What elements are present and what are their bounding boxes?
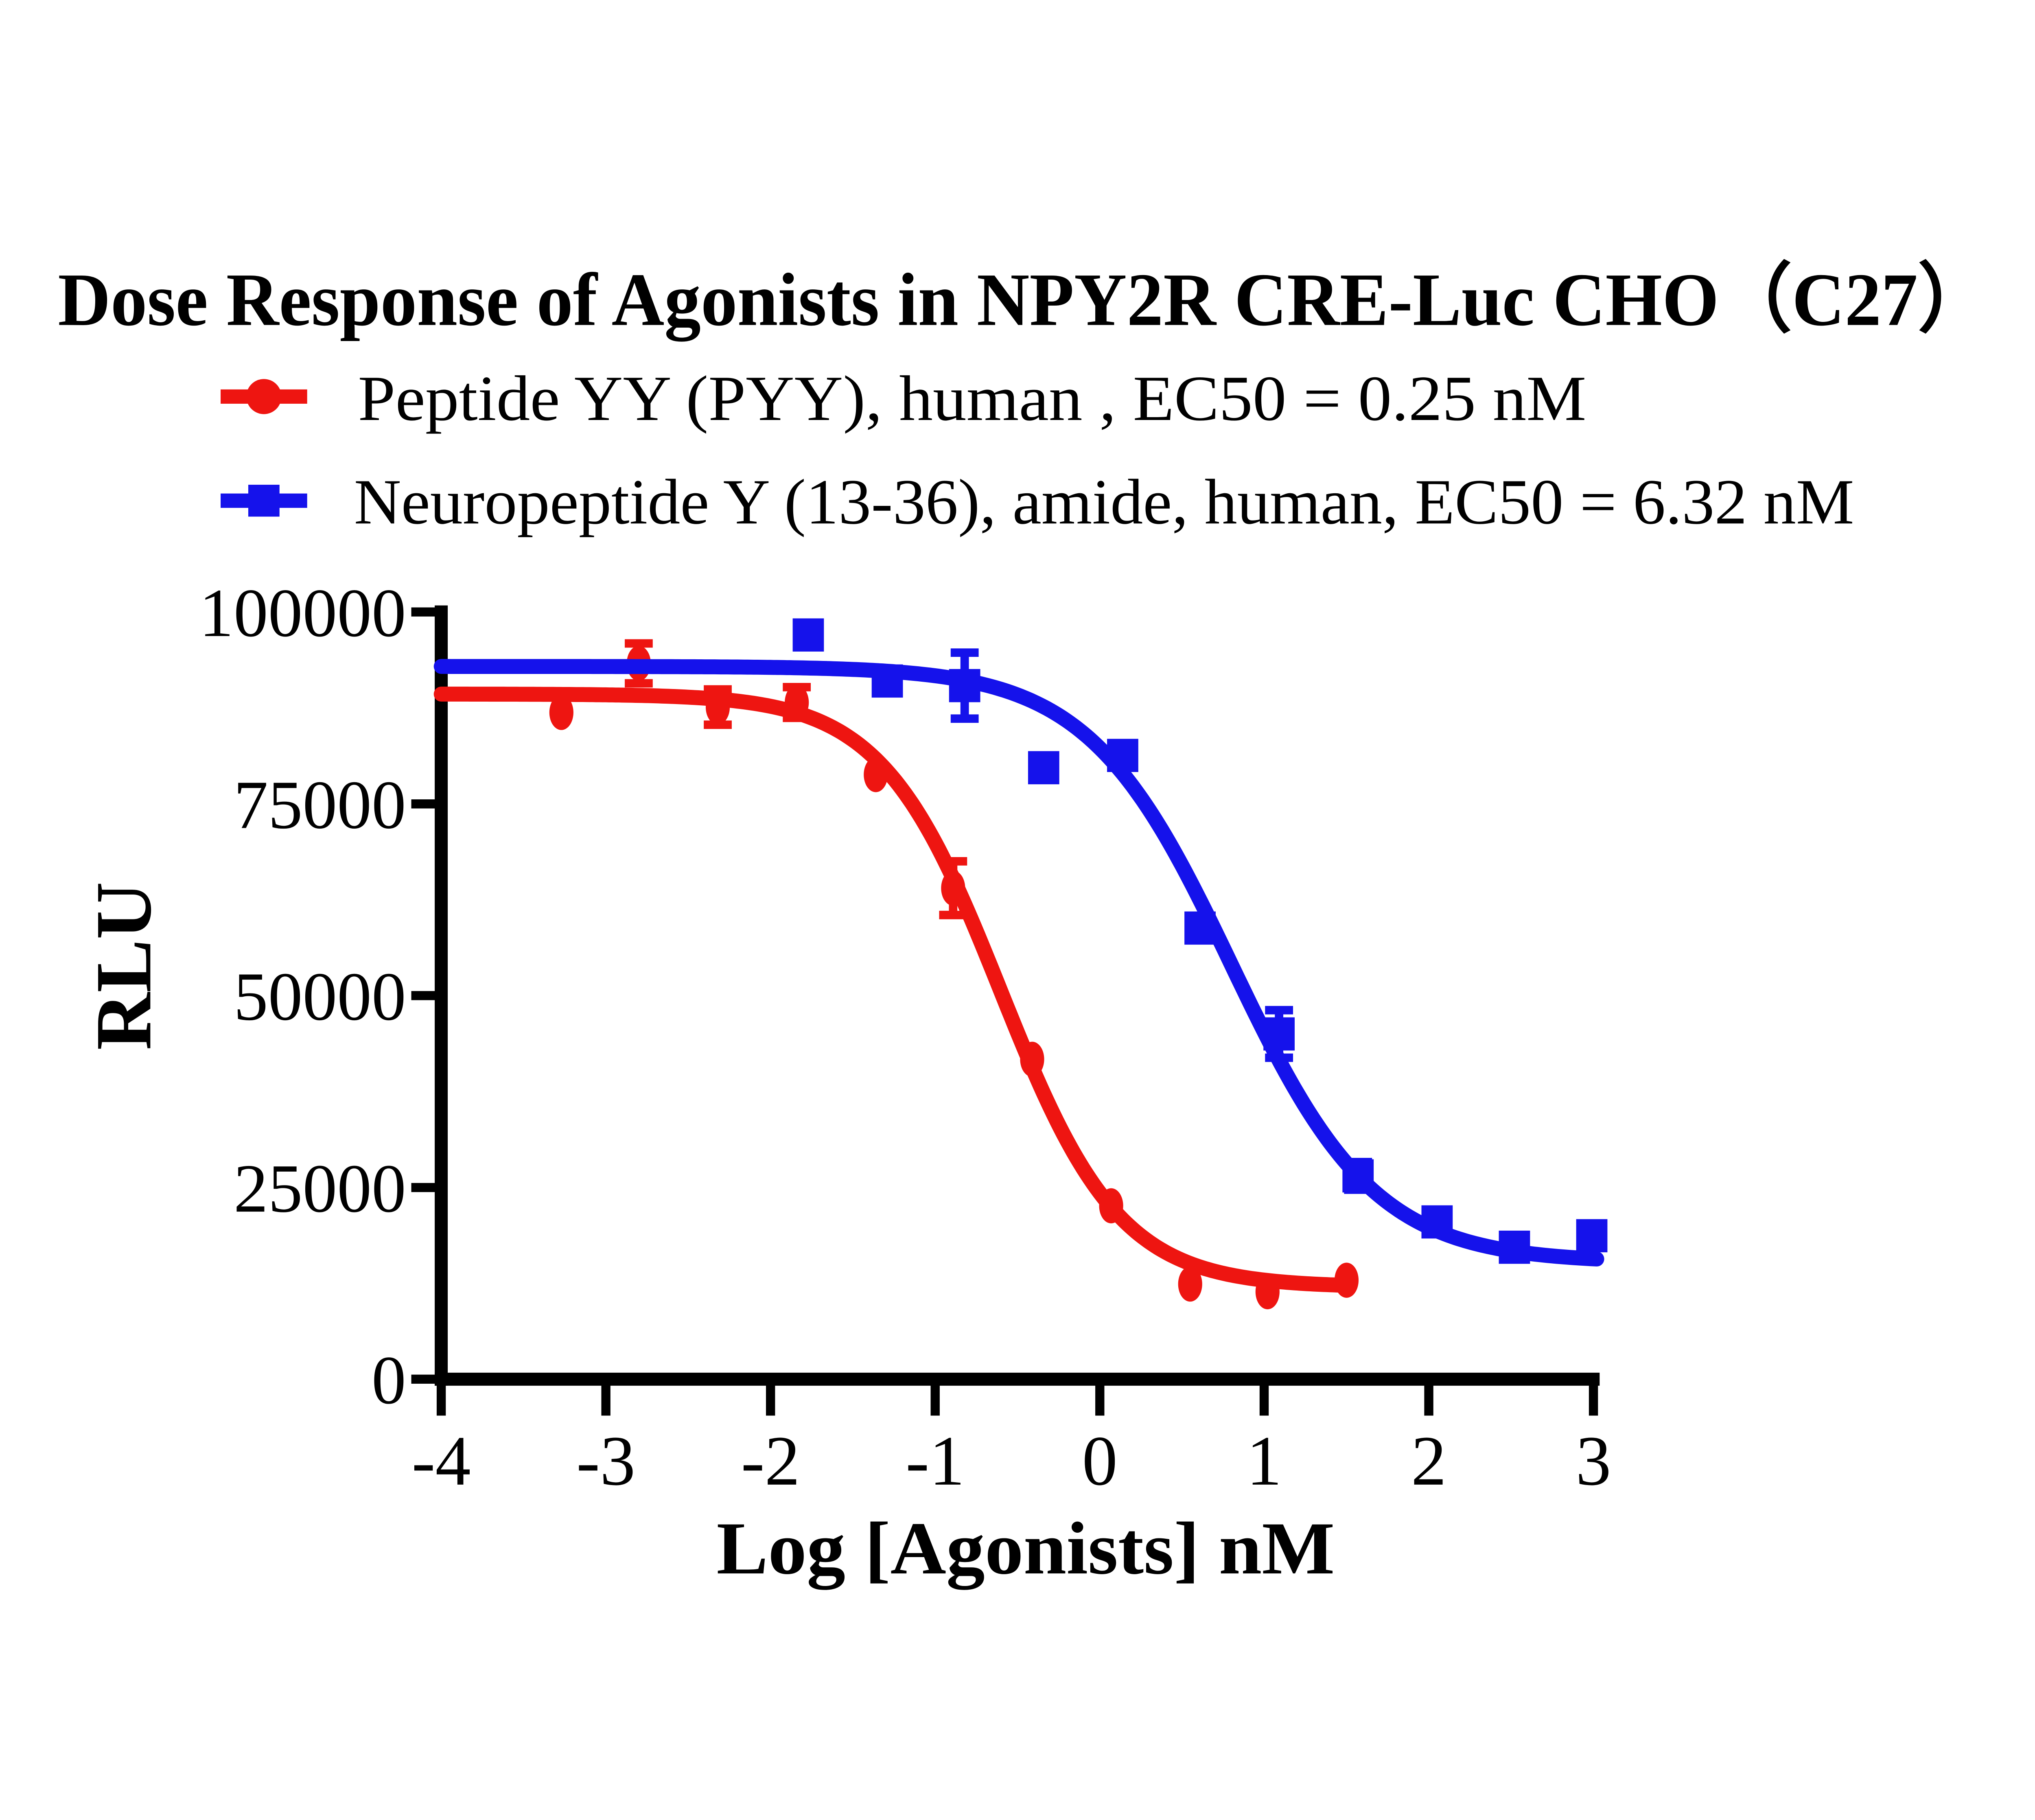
data-point-marker [1421, 1205, 1453, 1239]
y-tick-label: 50000 [234, 958, 406, 1035]
x-tick-label: -4 [412, 1422, 471, 1500]
chart-title: Dose Response of Agonists in NPY2R CRE-L… [58, 258, 1991, 342]
y-tick-labels: 100000 75000 50000 25000 0 [199, 575, 406, 1418]
x-tick-label: 1 [1246, 1422, 1282, 1500]
legend-item-pyy: Peptide YY (PYY), human , EC50 = 0.25 nM [221, 363, 1586, 434]
axes [411, 605, 1600, 1416]
legend-item-npy: Neuropeptide Y (13-36), amide, human, EC… [221, 466, 1854, 538]
legend: Peptide YY (PYY), human , EC50 = 0.25 nM… [221, 363, 1854, 538]
data-point-marker [1178, 1266, 1202, 1302]
data-point-marker [1342, 1159, 1374, 1193]
data-point-marker [549, 695, 573, 730]
data-point-marker [1576, 1219, 1608, 1253]
x-tick-label: -3 [576, 1422, 635, 1500]
y-tick-label: 0 [372, 1342, 406, 1418]
x-tick-label: 2 [1411, 1422, 1446, 1500]
data-point-marker [1263, 1017, 1295, 1051]
data-point-marker [705, 689, 730, 725]
data-point-marker [941, 871, 965, 906]
x-tick-label: -1 [906, 1422, 965, 1500]
x-tick-label: -2 [741, 1422, 800, 1500]
series-npy1336 [433, 618, 1608, 1267]
data-point-marker [1028, 751, 1059, 785]
legend-label-pyy: Peptide YY (PYY), human , EC50 = 0.25 nM [358, 363, 1586, 434]
data-point-marker [785, 685, 809, 720]
data-point-marker [792, 618, 824, 652]
data-point-marker [1334, 1262, 1359, 1298]
data-point-marker [1255, 1274, 1280, 1310]
y-tick-label: 75000 [234, 767, 406, 843]
data-point-marker [1107, 739, 1138, 772]
data-point-marker [1499, 1230, 1530, 1264]
legend-square-marker-icon [248, 485, 280, 517]
data-point-marker [864, 757, 888, 792]
data-point-marker [871, 664, 903, 698]
legend-circle-marker-icon [246, 379, 282, 414]
fit-curve-pyy [433, 687, 1357, 1293]
legend-label-npy: Neuropeptide Y (13-36), amide, human, EC… [354, 466, 1854, 538]
x-tick-labels: -4 -3 -2 -1 0 1 2 3 [412, 1422, 1611, 1500]
fit-curve-npy1336 [433, 659, 1604, 1267]
x-tick-label: 3 [1576, 1422, 1611, 1500]
series-pyy [433, 639, 1359, 1310]
data-point-marker [1020, 1041, 1044, 1077]
x-tick-label: 0 [1082, 1422, 1118, 1500]
data-point-marker [1099, 1188, 1123, 1223]
plot-series [433, 618, 1608, 1310]
canvas-background [0, 182, 2035, 1638]
data-point-marker [1184, 911, 1216, 945]
y-tick-label: 100000 [199, 575, 406, 651]
x-axis-title: Log [Agonists] nM [716, 1507, 1335, 1590]
y-tick-label: 25000 [234, 1150, 406, 1227]
data-point-marker [949, 669, 980, 702]
y-axis-title: RLU [79, 882, 168, 1050]
